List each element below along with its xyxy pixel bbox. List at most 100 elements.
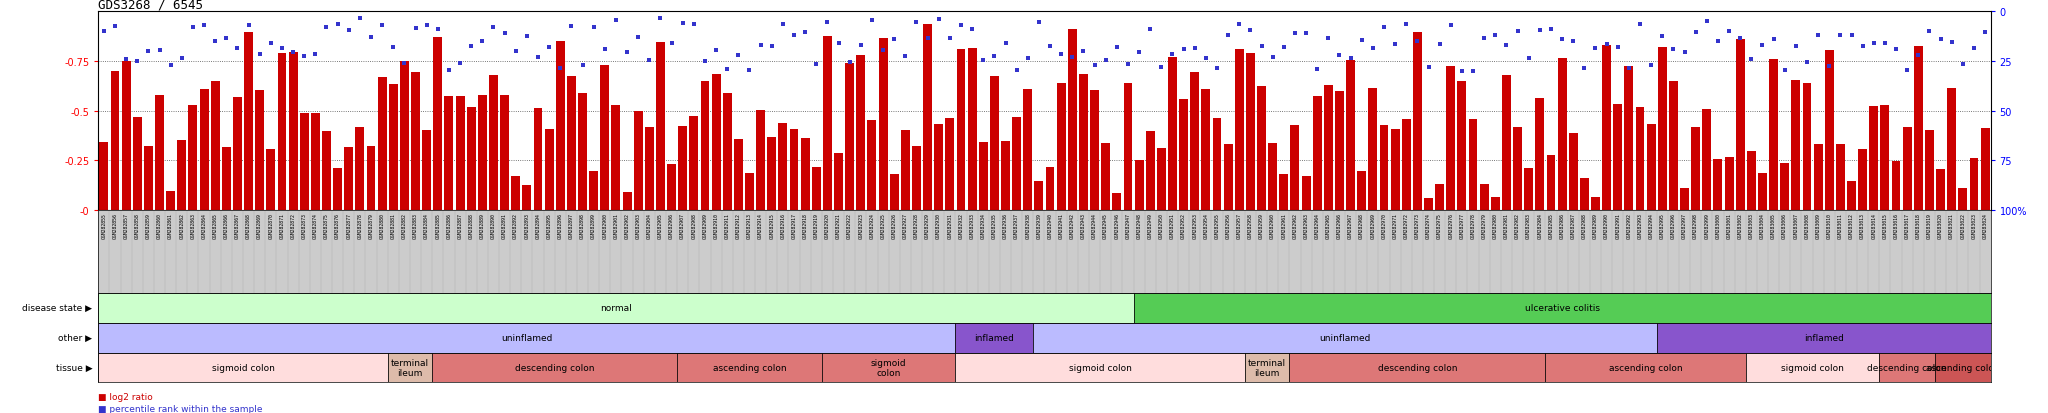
Bar (633, 112, 643, 211)
Bar (889, 175, 899, 211)
Point (1868, 41, 1901, 47)
Text: terminal
ileum: terminal ileum (1247, 358, 1286, 377)
Bar (1112, 194, 1122, 211)
Point (1589, 41, 1622, 48)
Bar (412, 73, 420, 211)
Bar (156, 95, 164, 211)
Bar (100, 142, 109, 211)
Text: GSM282906: GSM282906 (670, 213, 674, 239)
Bar (1423, 199, 1434, 211)
Text: GSM282882: GSM282882 (401, 213, 408, 239)
Bar (1769, 60, 1778, 211)
Point (911, 36, 944, 42)
Point (1245, 43, 1278, 50)
Text: GSM282929: GSM282929 (926, 213, 930, 239)
Text: GSM282949: GSM282949 (1147, 213, 1153, 239)
Point (522, 54, 555, 61)
Text: GSM282901: GSM282901 (614, 213, 618, 239)
Text: other ▶: other ▶ (57, 333, 92, 342)
Bar (1935, 169, 1946, 211)
Text: sigmoid
colon: sigmoid colon (870, 358, 907, 377)
Point (1524, 28, 1556, 34)
Bar (399, 62, 410, 211)
Point (1401, 39, 1434, 45)
Bar (1290, 353, 1546, 382)
Bar (1468, 120, 1477, 211)
Text: disease state ▶: disease state ▶ (23, 304, 92, 313)
Bar (590, 172, 598, 211)
Bar (1368, 89, 1378, 211)
Text: GSM282861: GSM282861 (168, 213, 174, 239)
Text: GSM282998: GSM282998 (1694, 213, 1698, 239)
Point (1034, 44, 1067, 50)
Point (1145, 65, 1178, 71)
Bar (1724, 157, 1733, 211)
Point (743, 43, 776, 49)
Text: GSM282904: GSM282904 (647, 213, 651, 239)
Point (1735, 56, 1767, 63)
Point (154, 62, 186, 69)
Point (1569, 65, 1602, 72)
Point (723, 52, 756, 59)
Point (610, 50, 643, 57)
Point (1356, 45, 1389, 52)
Point (254, 40, 287, 47)
Point (1368, 25, 1401, 31)
Bar (1847, 182, 1855, 211)
Text: GSM282951: GSM282951 (1169, 213, 1176, 239)
Point (1200, 66, 1233, 72)
Bar (578, 94, 588, 211)
Bar (1614, 104, 1622, 211)
Bar (1225, 145, 1233, 211)
Text: GSM282874: GSM282874 (313, 213, 317, 239)
Point (266, 45, 299, 52)
Bar (1591, 198, 1599, 211)
Text: GSM282910: GSM282910 (713, 213, 719, 239)
Point (1647, 34, 1679, 40)
Point (565, 63, 598, 70)
Text: ■ log2 ratio: ■ log2 ratio (98, 392, 154, 401)
Point (276, 50, 309, 56)
Bar (1157, 149, 1165, 211)
Bar (1624, 66, 1634, 211)
Bar (645, 128, 653, 211)
Point (633, 58, 666, 64)
Bar (1692, 128, 1700, 211)
Bar (1047, 167, 1055, 211)
Text: GSM282895: GSM282895 (547, 213, 551, 239)
Point (1468, 36, 1501, 43)
Point (811, 20, 844, 26)
Text: GSM282937: GSM282937 (1014, 213, 1020, 239)
Bar (801, 139, 809, 211)
Point (1190, 56, 1223, 62)
Bar (1913, 47, 1923, 211)
Text: GSM282913: GSM282913 (748, 213, 752, 239)
Text: GSM282915: GSM282915 (770, 213, 774, 239)
Bar (1935, 353, 1991, 382)
Point (344, 15, 377, 22)
Bar (1802, 84, 1810, 211)
Point (309, 25, 342, 31)
Bar (1647, 124, 1655, 211)
Text: GSM282896: GSM282896 (557, 213, 563, 239)
Text: GSM282991: GSM282991 (1616, 213, 1620, 239)
Bar (1970, 159, 1978, 211)
Bar (1133, 293, 1991, 323)
Bar (901, 131, 909, 211)
Bar (199, 90, 209, 211)
Text: GSM282957: GSM282957 (1237, 213, 1241, 239)
Text: sigmoid colon: sigmoid colon (211, 363, 274, 372)
Point (299, 52, 332, 58)
Text: GSM282924: GSM282924 (870, 213, 874, 239)
Point (1702, 38, 1735, 45)
Text: GSM282883: GSM282883 (414, 213, 418, 239)
Bar (846, 64, 854, 211)
Text: GSM283013: GSM283013 (1860, 213, 1866, 239)
Point (88, 28, 121, 35)
Point (231, 23, 264, 29)
Bar (1602, 45, 1612, 211)
Text: GSM283019: GSM283019 (1927, 213, 1931, 239)
Point (1935, 40, 1968, 46)
Bar (1903, 128, 1911, 211)
Text: GSM282979: GSM282979 (1481, 213, 1487, 239)
